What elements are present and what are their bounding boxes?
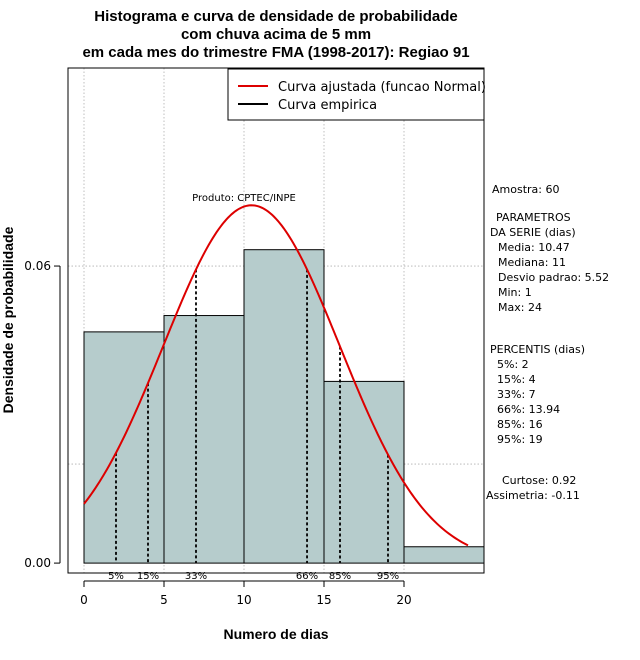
axes: 0 5 10 15 20 0.00 0.06 [24,259,411,607]
stat-assimetria: Assimetria: -0.11 [486,489,580,502]
x-tick-label-3: 15 [316,593,331,607]
stat-mediana: Mediana: 11 [498,256,566,269]
stat-media: Media: 10.47 [498,241,570,254]
percentis-header: PERCENTIS (dias) [490,343,585,356]
histogram-bar [403,546,485,564]
legend-label-empirical: Curva empirica [278,98,377,113]
credit-annotation: Produto: CPTEC/INPE [192,193,296,204]
legend-box [227,68,485,121]
percentil-33: 33%: 7 [497,388,536,401]
x-tick-label-1: 5 [160,593,168,607]
percentile-label-2: 33% [185,571,207,582]
stat-min: Min: 1 [498,286,532,299]
chart-legend: Curva ajustada (funcao Normal) Curva emp… [227,68,486,121]
chart-title-line-1: Histograma e curva de densidade de proba… [94,8,457,25]
percentile-label-4: 85% [329,571,351,582]
stats-panel: Amostra: 60 PARAMETROS DA SERIE (dias) M… [486,183,609,502]
percentile-label-1: 15% [137,571,159,582]
fitted-curve-layer [83,204,469,547]
y-tick-label-0: 0.00 [24,556,51,570]
chart-title-line-3: em cada mes do trimestre FMA (1998-2017)… [82,44,469,61]
legend-label-normal: Curva ajustada (funcao Normal) [278,80,486,95]
histogram-bar [243,249,325,564]
histogram-bars [83,249,485,564]
stat-curtose: Curtose: 0.92 [502,474,576,487]
histogram-bar [323,380,405,564]
percentil-95: 95%: 19 [497,433,543,446]
x-tick-label-4: 20 [396,593,411,607]
params-header-2: DA SERIE (dias) [490,226,576,239]
percentil-15: 15%: 4 [497,373,536,386]
percentile-label-5: 95% [377,571,399,582]
y-axis-title: Densidade de probabilidade [0,226,16,413]
percentil-5: 5%: 2 [497,358,529,371]
x-tick-label-2: 10 [236,593,251,607]
histogram-bar [163,315,245,564]
percentile-label-3: 66% [296,571,318,582]
normal-fit-curve [83,204,469,547]
plot-frame [67,67,485,574]
y-tick-label-1: 0.06 [24,259,51,273]
chart-title-line-2: com chuva acima de 5 mm [181,26,371,43]
stat-desvio: Desvio padrao: 5.52 [498,271,609,284]
stat-amostra: Amostra: 60 [492,183,559,196]
histogram-bar [83,331,165,564]
percentil-85: 85%: 16 [497,418,543,431]
percentile-label-0: 5% [108,571,124,582]
x-axis-title: Numero de dias [223,626,328,642]
percentile-markers: 5% 15% 33% 66% 85% 95% [108,269,399,582]
stat-max: Max: 24 [498,301,542,314]
x-tick-label-0: 0 [80,593,88,607]
params-header-1: PARAMETROS [496,211,571,224]
percentil-66: 66%: 13.94 [497,403,560,416]
